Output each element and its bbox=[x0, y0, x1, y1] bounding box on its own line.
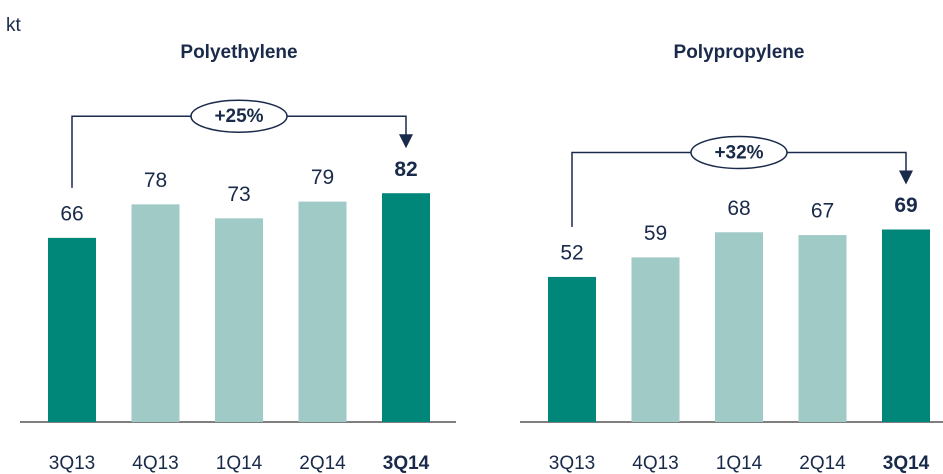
bar bbox=[798, 235, 847, 422]
value-label: 82 bbox=[394, 158, 417, 181]
x-tick-label: 2Q14 bbox=[799, 453, 846, 474]
x-tick-label: 1Q14 bbox=[716, 453, 763, 474]
growth-badge bbox=[690, 135, 788, 170]
x-tick-label: 3Q14 bbox=[383, 453, 430, 474]
value-label: 69 bbox=[894, 194, 917, 217]
value-label: 79 bbox=[311, 166, 334, 189]
bar bbox=[548, 276, 596, 422]
value-label: 59 bbox=[644, 222, 667, 245]
growth-arrow bbox=[899, 170, 913, 185]
bar bbox=[631, 257, 680, 422]
x-tick-label: 4Q13 bbox=[132, 453, 178, 474]
bar bbox=[882, 229, 930, 422]
growth-badge bbox=[190, 99, 288, 133]
value-label: 52 bbox=[560, 241, 583, 264]
x-tick-label: 3Q14 bbox=[883, 453, 930, 474]
value-label: 73 bbox=[227, 183, 250, 206]
x-tick-label: 3Q13 bbox=[49, 453, 95, 474]
x-tick-label: 1Q14 bbox=[216, 453, 263, 474]
x-tick-label: 3Q13 bbox=[549, 453, 595, 474]
growth-label: +25% bbox=[214, 106, 263, 127]
bar bbox=[48, 237, 96, 422]
growth-label: +32% bbox=[714, 143, 763, 164]
value-label: 66 bbox=[60, 202, 83, 225]
x-tick-label: 2Q14 bbox=[299, 453, 346, 474]
chart-title: Polypropylene bbox=[674, 42, 805, 63]
bar bbox=[215, 218, 263, 422]
value-label: 68 bbox=[727, 197, 750, 220]
chart-title: Polyethylene bbox=[180, 42, 297, 63]
bar bbox=[298, 201, 347, 422]
value-label: 67 bbox=[811, 200, 834, 223]
bar bbox=[131, 204, 180, 422]
growth-arrow bbox=[399, 134, 413, 149]
unit-label: kt bbox=[6, 15, 22, 36]
bar bbox=[382, 193, 430, 422]
value-label: 78 bbox=[144, 169, 167, 192]
x-tick-label: 4Q13 bbox=[632, 453, 678, 474]
bar bbox=[715, 232, 763, 422]
